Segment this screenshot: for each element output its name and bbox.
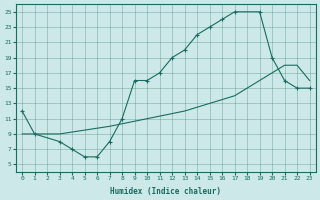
X-axis label: Humidex (Indice chaleur): Humidex (Indice chaleur): [110, 187, 221, 196]
